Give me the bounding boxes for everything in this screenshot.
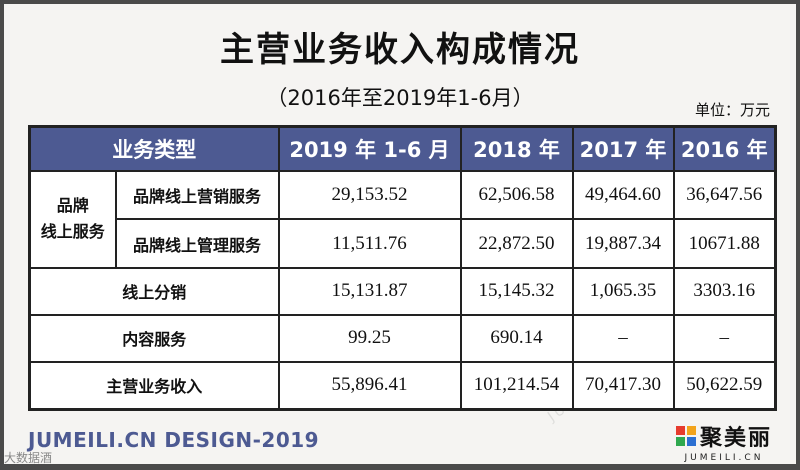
header-2017: 2017 年 [571, 125, 675, 172]
table-header-row: 业务类型 2019 年 1-6 月 2018 年 2017 年 2016 年 [28, 125, 777, 172]
cell-value: 50,622.59 [672, 360, 777, 411]
cell-value: 49,464.60 [571, 169, 675, 221]
row-label: 品牌线上营销服务 [114, 169, 280, 221]
cell-value: – [571, 313, 675, 363]
row-label: 内容服务 [28, 313, 280, 363]
row-label: 主营业务收入 [28, 360, 280, 411]
row-label: 品牌线上管理服务 [114, 218, 280, 269]
table-row-total: 主营业务收入 55,896.41 101,214.54 70,417.30 50… [28, 360, 777, 411]
logo-url: JUMEILI.CN [684, 453, 764, 463]
design-credit: JUMEILI.CN DESIGN-2019 [28, 428, 320, 452]
page-subtitle: （2016年至2019年1-6月） [266, 86, 534, 110]
cell-value: – [672, 313, 777, 363]
cell-value: 690.14 [459, 313, 574, 363]
cell-value: 99.25 [277, 313, 462, 363]
page-title: 主营业务收入构成情况 [220, 30, 580, 70]
cell-value: 3303.16 [672, 266, 777, 316]
cell-value: 70,417.30 [571, 360, 675, 411]
cell-value: 36,647.56 [672, 169, 777, 221]
brand-logo: 聚美丽 JUMEILI.CN [675, 420, 772, 463]
logo-squares-icon [675, 426, 696, 446]
cell-value: 15,131.87 [277, 266, 462, 316]
logo-name: 聚美丽 [699, 426, 772, 451]
cell-value: 10671.88 [672, 218, 777, 269]
revenue-table: 业务类型 2019 年 1-6 月 2018 年 2017 年 2016 年 品… [28, 125, 777, 411]
cell-value: 22,872.50 [459, 218, 574, 269]
header-2019-h1: 2019 年 1-6 月 [277, 125, 462, 172]
table-row: 品牌 线上服务 品牌线上营销服务 29,153.52 62,506.58 49,4… [28, 169, 777, 269]
corner-watermark: 大数据酒 [4, 451, 53, 465]
unit-label: 单位：万元 [694, 101, 770, 119]
cell-value: 1,065.35 [571, 266, 675, 316]
cell-value: 29,153.52 [277, 169, 462, 221]
cell-value: 101,214.54 [459, 360, 574, 411]
cell-value: 62,506.58 [459, 169, 574, 221]
header-2018: 2018 年 [459, 125, 574, 172]
table-row: 线上分销 15,131.87 15,145.32 1,065.35 3303.1… [28, 266, 777, 316]
cell-value: 11,511.76 [277, 218, 462, 269]
table-row: 内容服务 99.25 690.14 – – [28, 313, 777, 363]
cell-value: 15,145.32 [459, 266, 574, 316]
cell-value: 55,896.41 [277, 360, 462, 411]
table-row: 品牌线上管理服务 11,511.76 22,872.50 19,887.34 1… [30, 218, 777, 269]
header-business-type: 业务类型 [28, 125, 280, 172]
group-label-brand-online: 品牌 线上服务 [28, 169, 117, 269]
row-label: 线上分销 [28, 266, 280, 316]
header-2016: 2016 年 [672, 125, 777, 172]
cell-value: 19,887.34 [571, 218, 675, 269]
